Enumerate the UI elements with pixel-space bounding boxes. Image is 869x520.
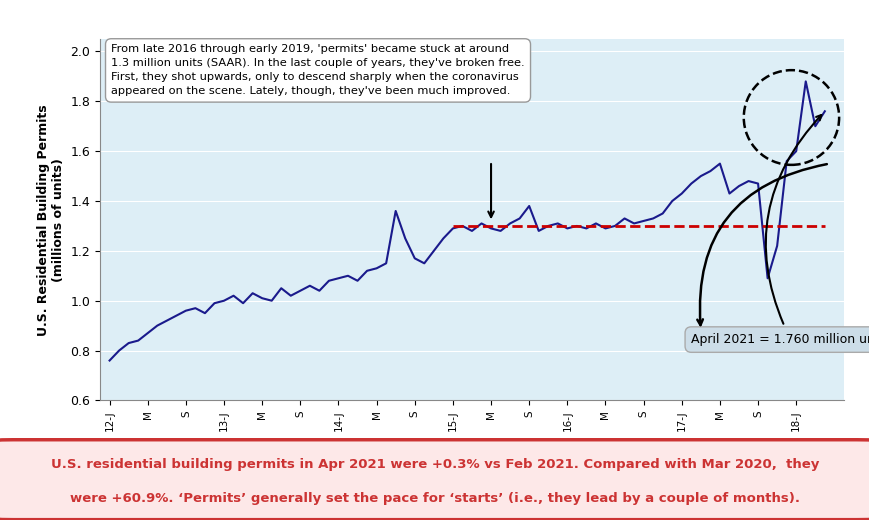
Text: were +60.9%. ‘Permits’ generally set the pace for ‘starts’ (i.e., they lead by a: were +60.9%. ‘Permits’ generally set the… <box>70 492 799 505</box>
Text: April 2021 = 1.760 million units: April 2021 = 1.760 million units <box>691 115 869 346</box>
X-axis label: Year and month: Year and month <box>409 438 534 452</box>
Text: From late 2016 through early 2019, 'permits' became stuck at around
1.3 million : From late 2016 through early 2019, 'perm… <box>111 44 524 96</box>
FancyBboxPatch shape <box>0 440 869 519</box>
Text: U.S. residential building permits in Apr 2021 were +0.3% vs Feb 2021. Compared w: U.S. residential building permits in Apr… <box>50 458 819 471</box>
Y-axis label: U.S. Residential Building Permits
(millions of units): U.S. Residential Building Permits (milli… <box>36 104 64 335</box>
